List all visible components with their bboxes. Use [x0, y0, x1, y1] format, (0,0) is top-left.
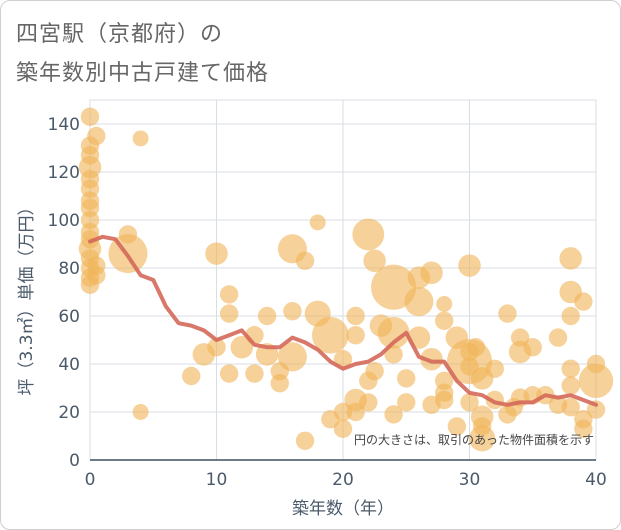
data-point	[466, 338, 486, 357]
data-point	[219, 364, 239, 383]
data-point	[485, 359, 504, 378]
data-point	[435, 390, 454, 410]
data-point	[205, 242, 228, 265]
data-point	[230, 335, 254, 359]
data-point	[295, 251, 315, 270]
data-point	[397, 393, 416, 412]
data-point	[574, 419, 593, 438]
bubble-size-note: 円の大きさは、取引のあった物件面積を示す	[354, 432, 594, 447]
data-point	[207, 338, 226, 357]
data-point	[404, 287, 434, 317]
data-point	[309, 214, 326, 231]
data-point	[346, 402, 365, 422]
data-point	[333, 350, 353, 369]
axes: 0 20 40 60 80 100 120 140 0 10 20 30 40	[48, 115, 607, 490]
data-point	[346, 326, 365, 345]
x-tick-label: 30	[459, 470, 481, 490]
data-point	[87, 126, 106, 146]
trend-line-group	[88, 234, 598, 407]
trend-line	[88, 234, 598, 407]
x-tick-label: 0	[85, 470, 96, 490]
data-point	[352, 218, 385, 251]
data-point	[87, 266, 106, 285]
chart-title-line2: 築年数別中古戸建て価格	[16, 61, 270, 86]
data-point	[561, 376, 580, 395]
chart-title-line1: 四宮駅（京都府）の	[16, 22, 224, 47]
data-point	[523, 338, 542, 357]
data-point	[469, 425, 496, 452]
x-tick-label: 20	[332, 470, 354, 490]
data-point	[397, 369, 416, 388]
data-point	[283, 302, 302, 321]
data-point	[311, 316, 349, 354]
data-point	[559, 247, 582, 270]
data-point	[359, 393, 378, 412]
data-point	[377, 316, 410, 349]
y-tick-label: 100	[48, 211, 80, 231]
data-point	[365, 362, 384, 381]
x-tick-label: 40	[585, 470, 607, 490]
y-tick-label: 40	[58, 355, 80, 375]
data-point	[574, 292, 593, 311]
data-point	[458, 254, 481, 277]
data-point	[257, 306, 277, 326]
data-point	[460, 393, 479, 412]
data-point	[561, 359, 580, 378]
data-point	[219, 285, 239, 304]
y-tick-label: 140	[48, 115, 80, 135]
data-point	[384, 405, 403, 424]
data-point	[435, 311, 454, 330]
data-point	[277, 342, 307, 372]
data-point	[578, 363, 614, 398]
data-point	[346, 306, 365, 326]
data-point	[561, 398, 580, 417]
data-point	[295, 431, 315, 450]
x-axis-label: 築年数（年）	[292, 499, 394, 519]
x-tick-label: 10	[206, 470, 228, 490]
data-point	[80, 107, 100, 126]
data-point	[219, 304, 239, 323]
data-point	[447, 417, 467, 436]
data-point	[561, 306, 580, 326]
bubbles	[78, 107, 614, 452]
data-point	[132, 130, 149, 147]
y-tick-label: 20	[58, 403, 80, 423]
data-point	[548, 328, 568, 347]
y-tick-label: 0	[69, 451, 80, 471]
y-tick-label: 80	[58, 259, 80, 279]
y-tick-label: 120	[48, 163, 80, 183]
data-point	[436, 296, 453, 312]
data-point	[245, 364, 264, 383]
data-point	[363, 249, 386, 273]
data-point	[333, 419, 353, 438]
data-point	[420, 347, 443, 371]
data-point	[132, 404, 149, 420]
y-tick-label: 60	[58, 307, 80, 327]
data-point	[270, 374, 289, 393]
y-axis-label: 坪（3.3㎡）単価（万円）	[17, 198, 37, 395]
data-point	[498, 304, 517, 323]
data-point	[420, 261, 443, 285]
data-point	[182, 366, 201, 386]
data-point	[384, 345, 403, 364]
